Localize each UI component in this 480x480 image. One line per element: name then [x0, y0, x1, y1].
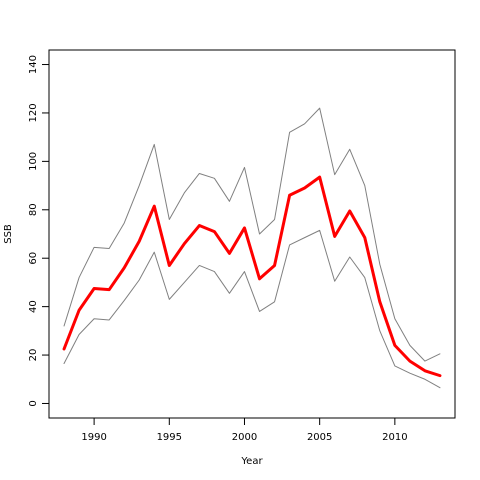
y-tick-label: 120	[28, 103, 39, 122]
y-axis-title: SSB	[3, 224, 14, 244]
y-tick-label: 140	[28, 55, 39, 74]
y-tick-label: 40	[28, 300, 39, 313]
x-tick-label: 2000	[232, 432, 257, 443]
x-tick-label: 2010	[382, 432, 407, 443]
plot-frame	[48, 49, 456, 419]
x-tick-label: 1990	[81, 432, 106, 443]
x-tick-label: 2005	[307, 432, 332, 443]
x-axis-title: Year	[240, 456, 263, 467]
y-tick-label: 60	[28, 252, 39, 265]
series-layer	[62, 107, 442, 389]
series-line-estimate	[62, 175, 442, 378]
x-tick-label: 1995	[157, 432, 182, 443]
x-axis: 1990 1995 2000 2005 2010	[81, 417, 408, 443]
series-line-lower	[63, 229, 441, 389]
y-tick-label: 80	[28, 203, 39, 216]
y-tick-label: 0	[28, 400, 39, 406]
y-tick-label: 100	[28, 152, 39, 171]
y-tick-label: 20	[28, 349, 39, 362]
series-line-upper	[63, 107, 441, 362]
y-axis: 0 20 40 60 80 100 120 140	[28, 55, 50, 407]
